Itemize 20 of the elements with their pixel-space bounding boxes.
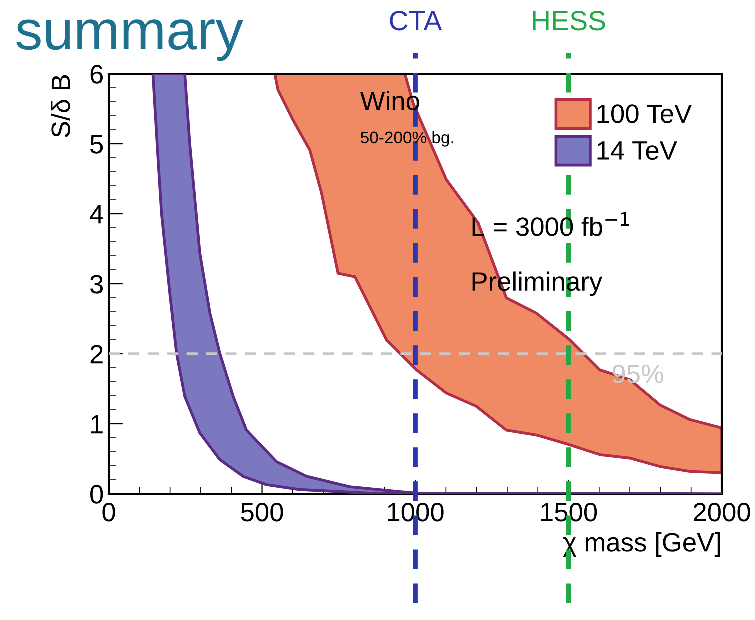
ref-line-label: HESS — [533, 11, 606, 31]
ref-line-label: CTA — [390, 11, 442, 31]
x-tick-label: 500 — [241, 503, 284, 522]
y-tick-label: 5 — [90, 135, 104, 154]
annotation: 95% — [612, 364, 664, 384]
y-tick-label: 2 — [90, 345, 103, 364]
x-tick-label: 1500 — [541, 503, 598, 522]
y-tick-label: 4 — [90, 205, 104, 224]
y-axis-title: S/δ B — [51, 75, 70, 138]
chart-title: summary — [16, 20, 244, 62]
y-tick-label: 6 — [90, 65, 103, 84]
x-tick-label: 2000 — [694, 503, 750, 522]
annotation: 50-200% bg. — [361, 131, 454, 147]
x-tick-label: 1000 — [388, 503, 444, 522]
x-tick-label: 0 — [102, 503, 116, 522]
legend-label: 14 TeV — [598, 142, 678, 160]
y-tick-label: 1 — [92, 415, 103, 434]
y-tick-label: 0 — [90, 485, 104, 504]
legend-label: 100 TeV — [598, 104, 692, 124]
y-tick-label: 3 — [90, 275, 103, 294]
